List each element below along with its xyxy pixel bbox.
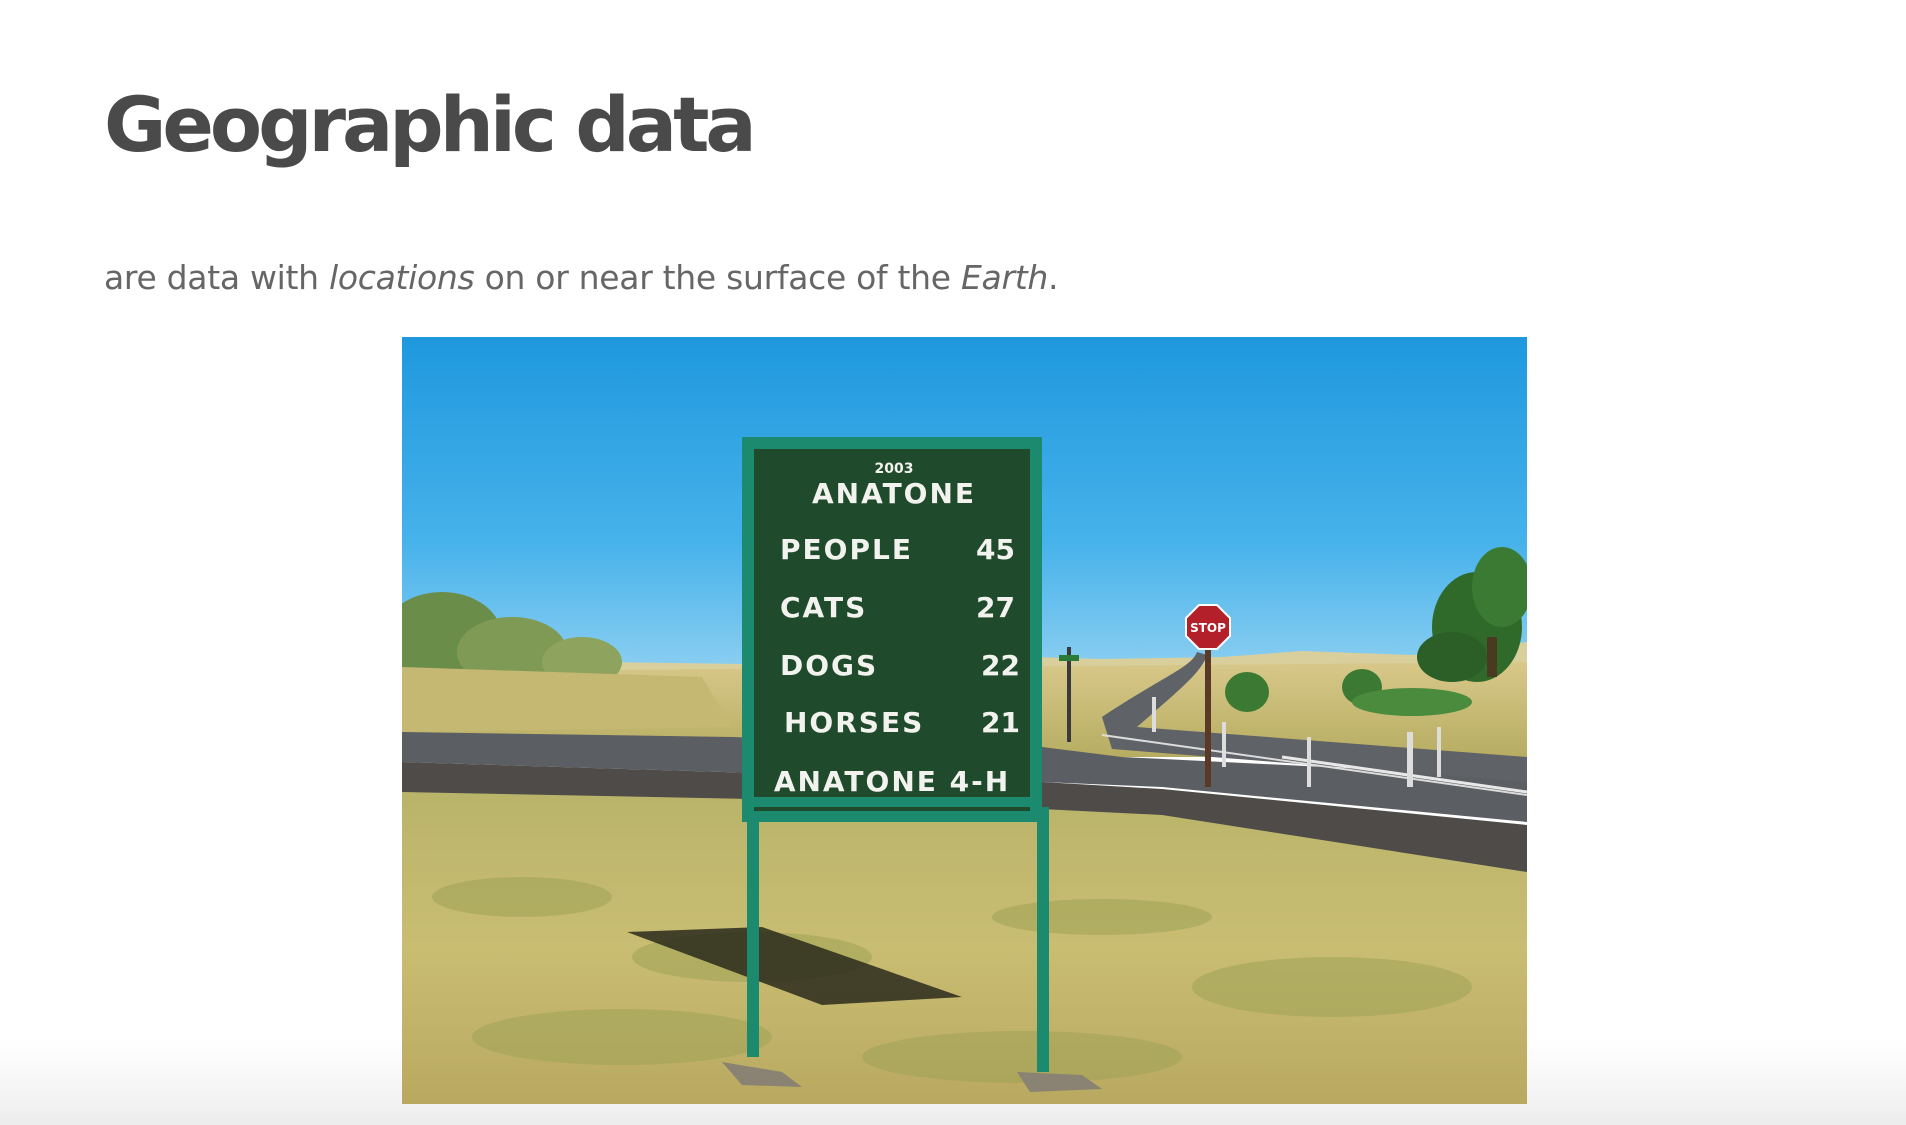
road-edge: [1101, 734, 1527, 796]
intro-emphasis-earth: Earth: [961, 258, 1048, 297]
shoulder: [402, 762, 1527, 877]
sign-row-value: 27: [976, 591, 1015, 624]
intro-part-3: .: [1048, 258, 1059, 297]
page-title: Geographic data: [104, 80, 757, 169]
tree-cluster-right: [1225, 547, 1527, 716]
sign-row-label: DOGS: [780, 649, 878, 682]
stop-sign-text: STOP: [1190, 621, 1226, 635]
sign-town: ANATONE: [812, 477, 976, 510]
intro-part-1: are data with: [104, 258, 329, 297]
anatone-sign-photo: STOP 2003 ANATONE: [402, 337, 1527, 1104]
sign-footer: ANATONE 4-H: [774, 765, 1010, 798]
sign-year: 2003: [875, 461, 914, 477]
sign-row-label: CATS: [780, 591, 867, 624]
sign-row-value: 45: [976, 533, 1015, 566]
intro-emphasis-locations: locations: [328, 258, 475, 297]
road-line: [1281, 755, 1527, 794]
population-sign: 2003 ANATONE PEOPLE 45 CATS 27 DOGS 22 H…: [742, 437, 1042, 822]
stop-sign: STOP: [1185, 604, 1231, 787]
fence-posts: [1152, 697, 1441, 787]
sign-post-bases: [722, 1062, 1102, 1092]
sign-row-label: HORSES: [784, 706, 924, 739]
intro-text: are data with locations on or near the s…: [104, 258, 1059, 297]
sign-row-value: 22: [981, 649, 1020, 682]
road-marker-sign: [1059, 647, 1079, 742]
sign-row-label: PEOPLE: [780, 533, 913, 566]
photo-canvas: STOP 2003 ANATONE: [402, 337, 1527, 1104]
sign-row-value: 21: [981, 706, 1020, 739]
intro-part-2: on or near the surface of the: [474, 258, 961, 297]
sign-posts: [747, 807, 1049, 1072]
sign-shadow: [627, 927, 962, 1005]
left-grass: [402, 667, 732, 732]
